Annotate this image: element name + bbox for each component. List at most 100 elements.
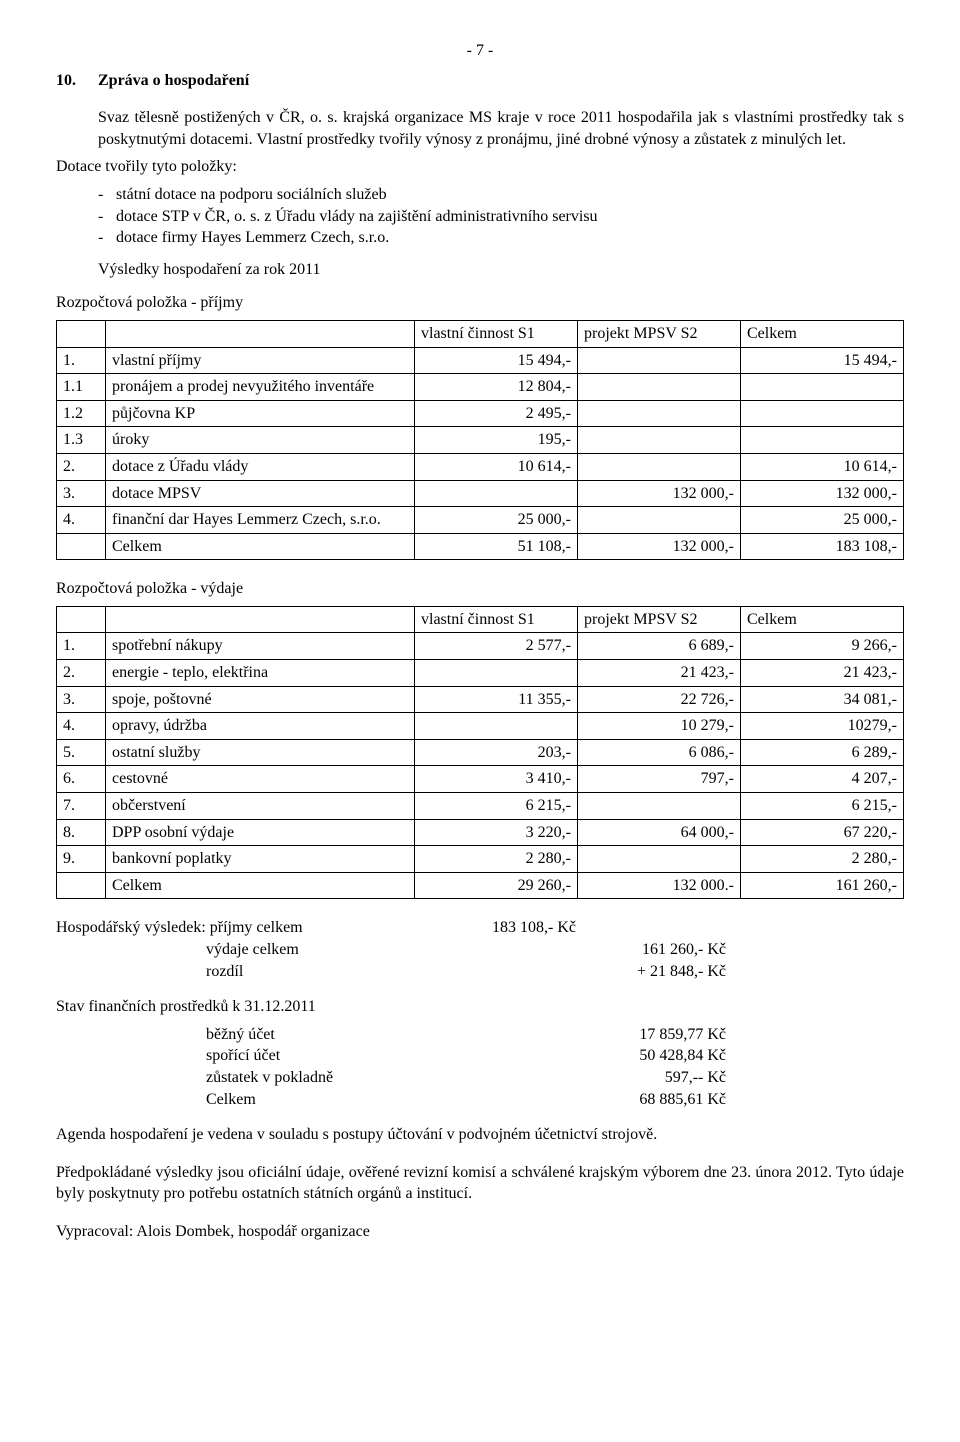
dotace-item: dotace firmy Hayes Lemmerz Czech, s.r.o. [116, 227, 389, 249]
row-s2: 22 726,- [578, 686, 741, 713]
table-row: Celkem51 108,-132 000,-183 108,- [57, 533, 904, 560]
row-s1: 2 280,- [415, 846, 578, 873]
row-label: spotřební nákupy [106, 633, 415, 660]
table-header-row: vlastní činnost S1 projekt MPSV S2 Celke… [57, 320, 904, 347]
row-label: energie - teplo, elektřina [106, 660, 415, 687]
heading-number: 10. [56, 70, 98, 92]
table-row: 1.1pronájem a prodej nevyužitého inventá… [57, 374, 904, 401]
stav-label: zůstatek v pokladně [56, 1067, 546, 1089]
page-number: - 7 - [56, 40, 904, 62]
row-number: 1. [57, 633, 106, 660]
row-number: 3. [57, 480, 106, 507]
row-s1: 3 410,- [415, 766, 578, 793]
row-s2: 6 086,- [578, 739, 741, 766]
table-row: 1.spotřební nákupy2 577,-6 689,-9 266,- [57, 633, 904, 660]
row-s2 [578, 507, 741, 534]
table-row: 5.ostatní služby203,-6 086,-6 289,- [57, 739, 904, 766]
col-header: vlastní činnost S1 [415, 320, 578, 347]
col-header: projekt MPSV S2 [578, 320, 741, 347]
row-s2 [578, 347, 741, 374]
row-number: 5. [57, 739, 106, 766]
vydaje-table: vlastní činnost S1 projekt MPSV S2 Celke… [56, 606, 904, 900]
row-s1: 25 000,- [415, 507, 578, 534]
stav-value: 50 428,84 Kč [546, 1045, 726, 1067]
row-s1: 2 577,- [415, 633, 578, 660]
row-total: 67 220,- [741, 819, 904, 846]
summary-label: rozdíl [56, 961, 546, 983]
table-row: 8.DPP osobní výdaje3 220,-64 000,-67 220… [57, 819, 904, 846]
row-total: 132 000,- [741, 480, 904, 507]
row-label: Celkem [106, 872, 415, 899]
summary-label: výdaje celkem [56, 939, 546, 961]
intro-dotace-lead: Dotace tvořily tyto položky: [56, 156, 904, 178]
row-s2 [578, 793, 741, 820]
row-total: 161 260,- [741, 872, 904, 899]
vydaje-title: Rozpočtová položka - výdaje [56, 578, 904, 600]
row-label: půjčovna KP [106, 400, 415, 427]
row-s1: 15 494,- [415, 347, 578, 374]
row-number: 8. [57, 819, 106, 846]
summary-label: Hospodářský výsledek: příjmy celkem [56, 917, 396, 939]
row-total: 21 423,- [741, 660, 904, 687]
row-total: 15 494,- [741, 347, 904, 374]
row-number: 1. [57, 347, 106, 374]
row-total: 2 280,- [741, 846, 904, 873]
row-s2 [578, 427, 741, 454]
summary-value: + 21 848,- Kč [546, 961, 726, 983]
row-s2 [578, 453, 741, 480]
row-number [57, 872, 106, 899]
row-number [57, 533, 106, 560]
stav-label: spořící účet [56, 1045, 546, 1067]
row-total [741, 400, 904, 427]
results-title: Výsledky hospodaření za rok 2011 [98, 259, 904, 281]
table-row: 2.energie - teplo, elektřina21 423,-21 4… [57, 660, 904, 687]
row-s2: 132 000.- [578, 872, 741, 899]
row-label: občerstvení [106, 793, 415, 820]
col-header: Celkem [741, 606, 904, 633]
bullet-dash: - [98, 206, 116, 228]
row-s1: 3 220,- [415, 819, 578, 846]
row-total: 34 081,- [741, 686, 904, 713]
row-s1: 203,- [415, 739, 578, 766]
heading-title: Zpráva o hospodaření [98, 70, 249, 92]
row-s1: 2 495,- [415, 400, 578, 427]
table-row: 4.finanční dar Hayes Lemmerz Czech, s.r.… [57, 507, 904, 534]
row-number: 6. [57, 766, 106, 793]
table-row: 1.3úroky195,- [57, 427, 904, 454]
row-total: 6 289,- [741, 739, 904, 766]
row-number: 7. [57, 793, 106, 820]
stav-value: 597,-- Kč [546, 1067, 726, 1089]
row-s1: 11 355,- [415, 686, 578, 713]
row-number: 4. [57, 507, 106, 534]
dotace-item: státní dotace na podporu sociálních služ… [116, 184, 387, 206]
col-header: vlastní činnost S1 [415, 606, 578, 633]
row-total [741, 427, 904, 454]
row-s2: 64 000,- [578, 819, 741, 846]
row-total: 25 000,- [741, 507, 904, 534]
row-label: bankovní poplatky [106, 846, 415, 873]
stav-label: Celkem [56, 1089, 546, 1111]
stav-title: Stav finančních prostředků k 31.12.2011 [56, 996, 904, 1018]
table-row: 7.občerstvení6 215,-6 215,- [57, 793, 904, 820]
table-row: 1.2půjčovna KP2 495,- [57, 400, 904, 427]
table-header-row: vlastní činnost S1 projekt MPSV S2 Celke… [57, 606, 904, 633]
row-s1 [415, 480, 578, 507]
row-label: opravy, údržba [106, 713, 415, 740]
row-label: cestovné [106, 766, 415, 793]
table-row: 6.cestovné3 410,-797,-4 207,- [57, 766, 904, 793]
row-total: 6 215,- [741, 793, 904, 820]
row-s1: 12 804,- [415, 374, 578, 401]
row-total: 9 266,- [741, 633, 904, 660]
row-label: Celkem [106, 533, 415, 560]
row-total: 10279,- [741, 713, 904, 740]
row-s1: 10 614,- [415, 453, 578, 480]
row-number: 1.2 [57, 400, 106, 427]
row-s2: 797,- [578, 766, 741, 793]
row-s1 [415, 713, 578, 740]
row-label: vlastní příjmy [106, 347, 415, 374]
table-row: 2.dotace z Úřadu vlády10 614,-10 614,- [57, 453, 904, 480]
row-label: finanční dar Hayes Lemmerz Czech, s.r.o. [106, 507, 415, 534]
row-total: 183 108,- [741, 533, 904, 560]
stav-label: běžný účet [56, 1024, 546, 1046]
table-row: 3.spoje, poštovné11 355,-22 726,-34 081,… [57, 686, 904, 713]
